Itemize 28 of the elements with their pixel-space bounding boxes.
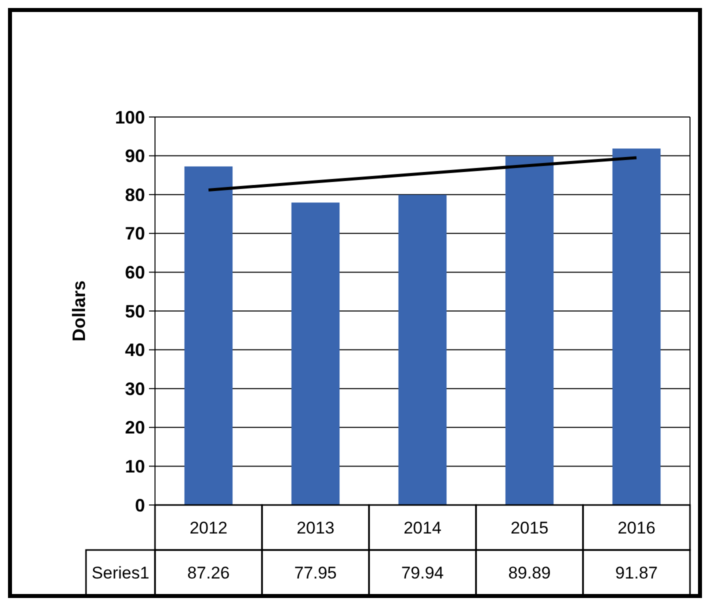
y-tick-label: 0 bbox=[134, 495, 145, 516]
x-tick-label: 2016 bbox=[618, 518, 656, 538]
y-tick-label: 40 bbox=[124, 340, 145, 360]
y-axis-title: Dollars bbox=[69, 280, 89, 342]
y-tick-label: 30 bbox=[124, 378, 145, 399]
y-tick-label: 90 bbox=[124, 146, 145, 166]
bar bbox=[291, 202, 340, 505]
x-tick-label: 2012 bbox=[190, 518, 228, 538]
bar bbox=[398, 194, 447, 505]
y-tick-label: 80 bbox=[124, 184, 145, 205]
data-label: 79.94 bbox=[401, 563, 444, 582]
x-tick-label: 2015 bbox=[510, 518, 548, 538]
data-label: 87.26 bbox=[187, 563, 230, 582]
y-tick-label: 20 bbox=[124, 418, 145, 438]
data-label: 77.95 bbox=[294, 563, 337, 582]
y-tick-label: 50 bbox=[124, 301, 145, 322]
text: Series1 bbox=[92, 563, 150, 582]
data-label: 91.87 bbox=[615, 563, 658, 582]
bar bbox=[505, 156, 554, 505]
data-label: 89.89 bbox=[508, 563, 551, 582]
bar bbox=[612, 148, 661, 505]
y-tick-label: 60 bbox=[124, 262, 145, 282]
y-tick-label: 100 bbox=[114, 107, 145, 128]
y-tick-label: 10 bbox=[124, 456, 145, 476]
bar bbox=[184, 166, 233, 505]
x-tick-label: 2013 bbox=[296, 518, 334, 538]
x-tick-label: 2014 bbox=[404, 518, 442, 538]
y-tick-label: 70 bbox=[124, 224, 145, 244]
